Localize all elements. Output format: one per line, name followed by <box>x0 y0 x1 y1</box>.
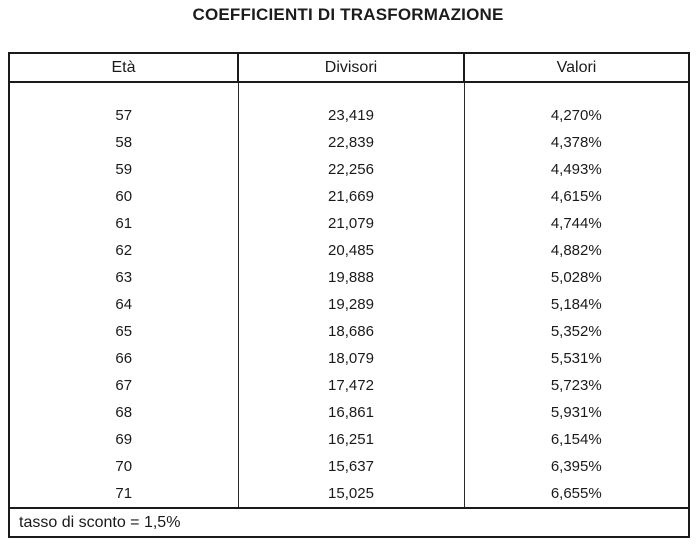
age-cell: 71 <box>8 480 239 508</box>
value-cell: 4,378% <box>463 129 690 156</box>
age-cell: 59 <box>8 156 239 183</box>
table-row: 61 21,079 4,744% <box>8 210 690 237</box>
divisor-cell: 15,025 <box>237 480 465 508</box>
table-row: 71 15,025 6,655% <box>8 480 690 508</box>
value-cell: 6,655% <box>463 480 690 508</box>
age-cell: 70 <box>8 453 239 480</box>
age-cell: 65 <box>8 318 239 345</box>
value-cell: 4,493% <box>463 156 690 183</box>
age-cell: 58 <box>8 129 239 156</box>
table-row: 66 18,079 5,531% <box>8 345 690 372</box>
divisor-cell: 20,485 <box>237 237 465 264</box>
value-cell: 5,028% <box>463 264 690 291</box>
table-row: 70 15,637 6,395% <box>8 453 690 480</box>
table-row: 63 19,888 5,028% <box>8 264 690 291</box>
age-cell: 63 <box>8 264 239 291</box>
column-header-valori: Valori <box>463 53 690 83</box>
age-cell: 62 <box>8 237 239 264</box>
table-row: 62 20,485 4,882% <box>8 237 690 264</box>
value-cell: 6,395% <box>463 453 690 480</box>
divisor-cell: 18,079 <box>237 345 465 372</box>
divisor-cell: 18,686 <box>237 318 465 345</box>
value-cell: 4,615% <box>463 183 690 210</box>
divisor-cell: 15,637 <box>237 453 465 480</box>
age-cell: 61 <box>8 210 239 237</box>
table-row: 60 21,669 4,615% <box>8 183 690 210</box>
footer-row: tasso di sconto = 1,5% <box>9 507 689 537</box>
table-row: 68 16,861 5,931% <box>8 399 690 426</box>
page-title: COEFFICIENTI DI TRASFORMAZIONE <box>192 5 504 24</box>
spacer-cell <box>8 82 239 102</box>
table-row: 65 18,686 5,352% <box>8 318 690 345</box>
value-cell: 5,184% <box>463 291 690 318</box>
divisor-cell: 17,472 <box>237 372 465 399</box>
value-cell: 4,744% <box>463 210 690 237</box>
age-cell: 66 <box>8 345 239 372</box>
divisor-cell: 19,888 <box>237 264 465 291</box>
value-cell: 5,931% <box>463 399 690 426</box>
divisor-cell: 21,669 <box>237 183 465 210</box>
age-cell: 69 <box>8 426 239 453</box>
divisor-cell: 22,839 <box>237 129 465 156</box>
value-cell: 4,270% <box>463 102 690 129</box>
table-body: 57 23,419 4,270% 58 22,839 4,378% 59 22,256 4,49… <box>8 82 690 508</box>
value-cell: 6,154% <box>463 426 690 453</box>
header-row: Età Divisori Valori <box>8 53 690 83</box>
divisor-cell: 19,289 <box>237 291 465 318</box>
spacer-cell <box>237 82 465 102</box>
age-cell: 68 <box>8 399 239 426</box>
value-cell: 5,531% <box>463 345 690 372</box>
table-row: 59 22,256 4,493% <box>8 156 690 183</box>
coefficients-table: Età Divisori Valori 57 23,419 4,270% 58 22,8… <box>8 52 690 538</box>
divisor-cell: 23,419 <box>237 102 465 129</box>
table-row: 67 17,472 5,723% <box>8 372 690 399</box>
age-cell: 64 <box>8 291 239 318</box>
divisor-cell: 21,079 <box>237 210 465 237</box>
spacer-row <box>8 82 690 102</box>
column-header-eta: Età <box>8 53 239 83</box>
age-cell: 57 <box>8 102 239 129</box>
spacer-cell <box>463 82 690 102</box>
column-header-divisori: Divisori <box>237 53 465 83</box>
table-row: 57 23,419 4,270% <box>8 102 690 129</box>
table-row: 58 22,839 4,378% <box>8 129 690 156</box>
value-cell: 4,882% <box>463 237 690 264</box>
divisor-cell: 22,256 <box>237 156 465 183</box>
value-cell: 5,352% <box>463 318 690 345</box>
table-row: 64 19,289 5,184% <box>8 291 690 318</box>
value-cell: 5,723% <box>463 372 690 399</box>
age-cell: 60 <box>8 183 239 210</box>
divisor-cell: 16,251 <box>237 426 465 453</box>
discount-rate-note: tasso di sconto = 1,5% <box>9 507 689 537</box>
divisor-cell: 16,861 <box>237 399 465 426</box>
age-cell: 67 <box>8 372 239 399</box>
table-row: 69 16,251 6,154% <box>8 426 690 453</box>
